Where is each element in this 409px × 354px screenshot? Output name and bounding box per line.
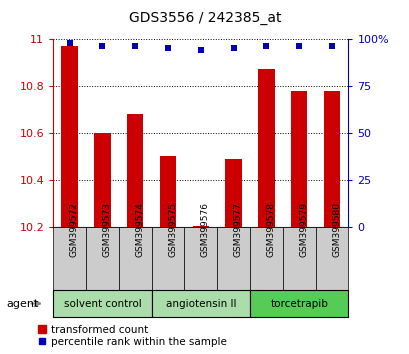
Point [295, 44, 302, 49]
Text: angiotensin II: angiotensin II [165, 298, 236, 309]
Point [99, 44, 106, 49]
Bar [61, 46, 78, 227]
Bar [151, 227, 184, 290]
Text: GDS3556 / 242385_at: GDS3556 / 242385_at [128, 11, 281, 25]
Bar [53, 227, 86, 290]
Text: GSM399579: GSM399579 [299, 202, 308, 257]
Bar [249, 290, 348, 317]
Bar [258, 69, 274, 227]
Bar [315, 227, 348, 290]
Text: GSM399575: GSM399575 [168, 202, 177, 257]
Text: agent: agent [6, 298, 38, 309]
Text: torcetrapib: torcetrapib [270, 298, 328, 309]
Point [263, 44, 269, 49]
Bar [217, 227, 249, 290]
Text: solvent control: solvent control [63, 298, 141, 309]
Text: GSM399577: GSM399577 [233, 202, 242, 257]
Bar [323, 91, 339, 227]
Text: GSM399574: GSM399574 [135, 202, 144, 257]
Point [328, 44, 335, 49]
Bar [119, 227, 151, 290]
Bar [94, 133, 110, 227]
Text: GSM399578: GSM399578 [266, 202, 275, 257]
Bar [127, 114, 143, 227]
Bar [53, 290, 151, 317]
Bar [86, 227, 119, 290]
Bar [249, 227, 282, 290]
Text: GSM399573: GSM399573 [102, 202, 111, 257]
Bar [184, 227, 217, 290]
Bar [160, 156, 176, 227]
Bar [151, 290, 249, 317]
Point [164, 46, 171, 51]
Text: GSM399572: GSM399572 [70, 202, 79, 257]
Bar [225, 159, 241, 227]
Bar [282, 227, 315, 290]
Legend: transformed count, percentile rank within the sample: transformed count, percentile rank withi… [38, 325, 226, 347]
Point [197, 47, 204, 53]
Point [66, 40, 73, 46]
Text: GSM399580: GSM399580 [331, 202, 340, 257]
Bar [290, 91, 307, 227]
Text: GSM399576: GSM399576 [200, 202, 209, 257]
Point [230, 46, 236, 51]
Point [132, 44, 138, 49]
